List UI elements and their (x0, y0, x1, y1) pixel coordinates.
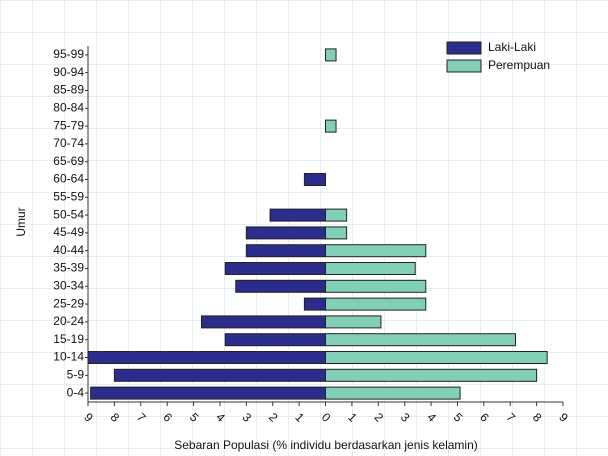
x-tick-label: 6 (160, 410, 175, 425)
x-tick-label: 1 (345, 410, 360, 425)
x-tick-label: 9 (556, 410, 571, 425)
y-tick-label: 70-74 (53, 136, 84, 150)
bar (325, 315, 382, 329)
bar (87, 351, 326, 364)
y-tick-label: 65-69 (53, 154, 84, 168)
x-axis-label: Sebaran Populasi (% individu berdasarkan… (174, 438, 478, 452)
y-tick-label: 80-84 (53, 100, 84, 114)
bar (325, 297, 427, 311)
y-tick-label: 0-4 (67, 385, 85, 399)
bar (325, 386, 461, 400)
bar (325, 48, 337, 62)
bar (303, 297, 326, 311)
bar (325, 226, 348, 240)
x-tick-label: 6 (477, 410, 492, 425)
y-tick-label: 45-49 (53, 225, 84, 239)
bar (269, 208, 327, 222)
bar (245, 226, 326, 240)
x-tick-label: 7 (503, 410, 518, 425)
bar (224, 333, 327, 347)
y-tick-label: 50-54 (53, 207, 84, 221)
y-tick-label: 85-89 (53, 83, 84, 97)
bar (325, 333, 516, 347)
y-tick-label: 15-19 (53, 332, 84, 346)
x-tick-label: 8 (530, 410, 545, 425)
x-tick-label: 2 (266, 410, 281, 425)
bar (325, 119, 337, 133)
y-tick-label: 40-44 (53, 243, 84, 257)
legend-label: Perempuan (488, 58, 550, 72)
y-axis-label: Umur (14, 207, 28, 236)
legend-swatch (446, 59, 482, 73)
bar (245, 244, 326, 258)
x-tick-label: 8 (108, 410, 123, 425)
x-tick-label: 3 (398, 410, 413, 425)
bar (325, 368, 538, 382)
y-tick-label: 5-9 (67, 367, 85, 381)
y-tick-label: 75-79 (53, 118, 84, 132)
x-tick-label: 7 (134, 410, 149, 425)
bar (325, 279, 427, 293)
x-tick-label: 4 (424, 410, 439, 425)
bar (113, 368, 326, 382)
bar (235, 279, 326, 293)
x-tick-label: 4 (213, 410, 228, 425)
x-tick-label: 5 (451, 410, 466, 425)
x-tick-label: 1 (292, 410, 307, 425)
y-tick-label: 10-14 (53, 350, 84, 364)
y-tick-label: 95-99 (53, 47, 84, 61)
bar (303, 173, 326, 186)
bar (325, 262, 416, 275)
x-tick-label: 5 (187, 410, 202, 425)
y-tick-label: 20-24 (53, 314, 84, 328)
bar (200, 315, 327, 329)
y-tick-label: 30-34 (53, 278, 84, 292)
bar (325, 244, 427, 258)
y-tick-label: 90-94 (53, 65, 84, 79)
y-tick-label: 25-29 (53, 296, 84, 310)
legend-label: Laki-Laki (488, 40, 536, 54)
x-tick-label: 3 (240, 410, 255, 425)
bar (325, 351, 548, 364)
bar (325, 208, 348, 222)
legend-swatch (446, 41, 482, 55)
x-tick-label: 2 (372, 410, 387, 425)
x-tick-label: 9 (81, 410, 96, 425)
y-tick-label: 35-39 (53, 261, 84, 275)
y-tick-label: 55-59 (53, 189, 84, 203)
bar (90, 386, 326, 400)
x-tick-label: 0 (319, 410, 334, 425)
bar (224, 262, 327, 275)
y-tick-label: 60-64 (53, 172, 84, 186)
